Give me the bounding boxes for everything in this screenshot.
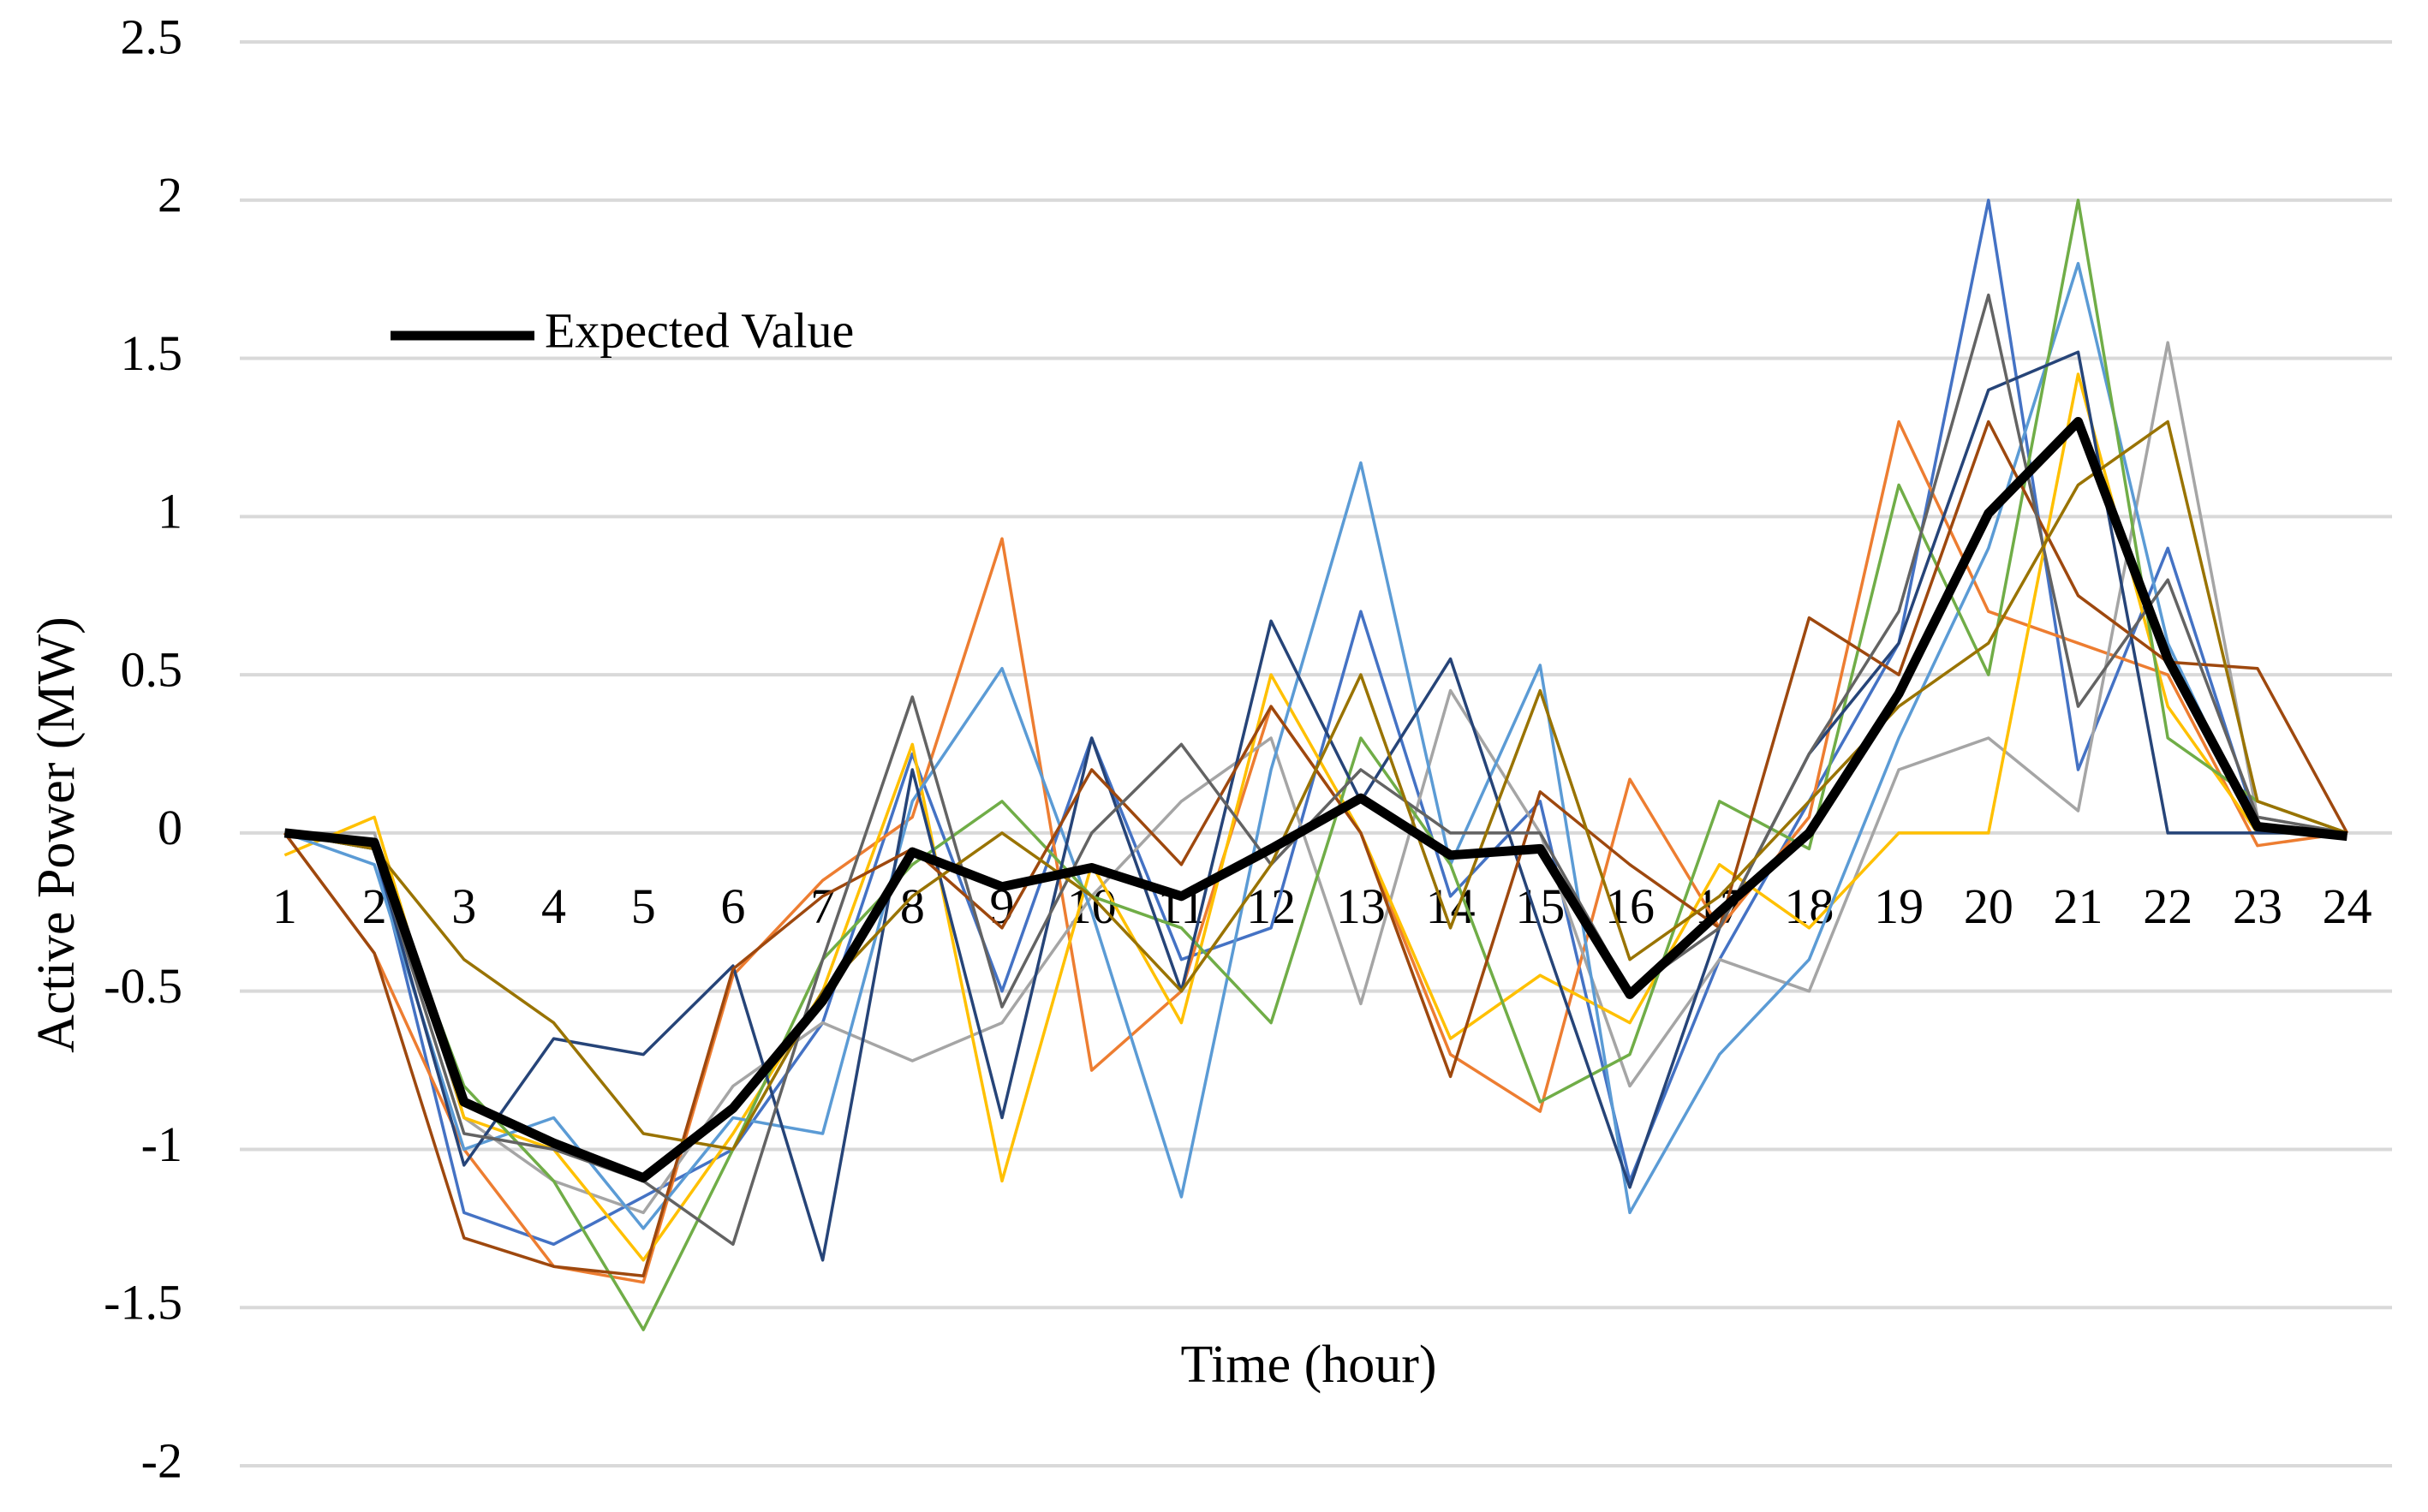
scenario-line: [284, 341, 2347, 1215]
x-axis-title: Time (hour): [1180, 1336, 1436, 1394]
y-tick-label: 1.5: [121, 325, 183, 381]
x-tick-label: 7: [810, 878, 835, 934]
y-tick-label: 1: [158, 484, 182, 539]
x-tick-label: 21: [2054, 878, 2103, 934]
x-tick-label: 22: [2143, 878, 2192, 934]
scenario-line: [284, 350, 2347, 1262]
scenario-line: [284, 199, 2348, 1331]
y-tick-label: 2.5: [121, 9, 183, 64]
x-tick-label: 4: [541, 878, 566, 934]
y-tick-label: 0: [158, 800, 182, 855]
x-tick-label: 1: [272, 878, 297, 934]
y-axis-title: Active Power (MW): [27, 616, 86, 1053]
scenario-line: [283, 372, 2347, 1262]
y-tick-label: 2: [158, 167, 182, 223]
scenario-line: [284, 420, 2348, 1152]
x-tick-label: 20: [1964, 878, 2013, 934]
y-tick-label: -0.5: [104, 958, 182, 1014]
x-tick-label: 6: [720, 878, 745, 934]
x-tick-label: 24: [2323, 878, 2372, 934]
expected-line: [283, 417, 2348, 1183]
x-tick-label: 5: [631, 878, 656, 934]
y-tick-label: -1.5: [104, 1275, 182, 1330]
x-tick-label: 3: [451, 878, 476, 934]
x-tick-label: 23: [2233, 878, 2282, 934]
x-tick-label: 19: [1874, 878, 1924, 934]
scenario-line: [283, 420, 2347, 1284]
y-tick-label: -2: [141, 1432, 182, 1488]
y-tick-label: -1: [141, 1116, 182, 1172]
x-tick-label: 18: [1784, 878, 1834, 934]
legend-label: Expected Value: [545, 302, 854, 358]
x-tick-label: 13: [1336, 878, 1386, 934]
y-tick-label: 0.5: [121, 641, 183, 697]
